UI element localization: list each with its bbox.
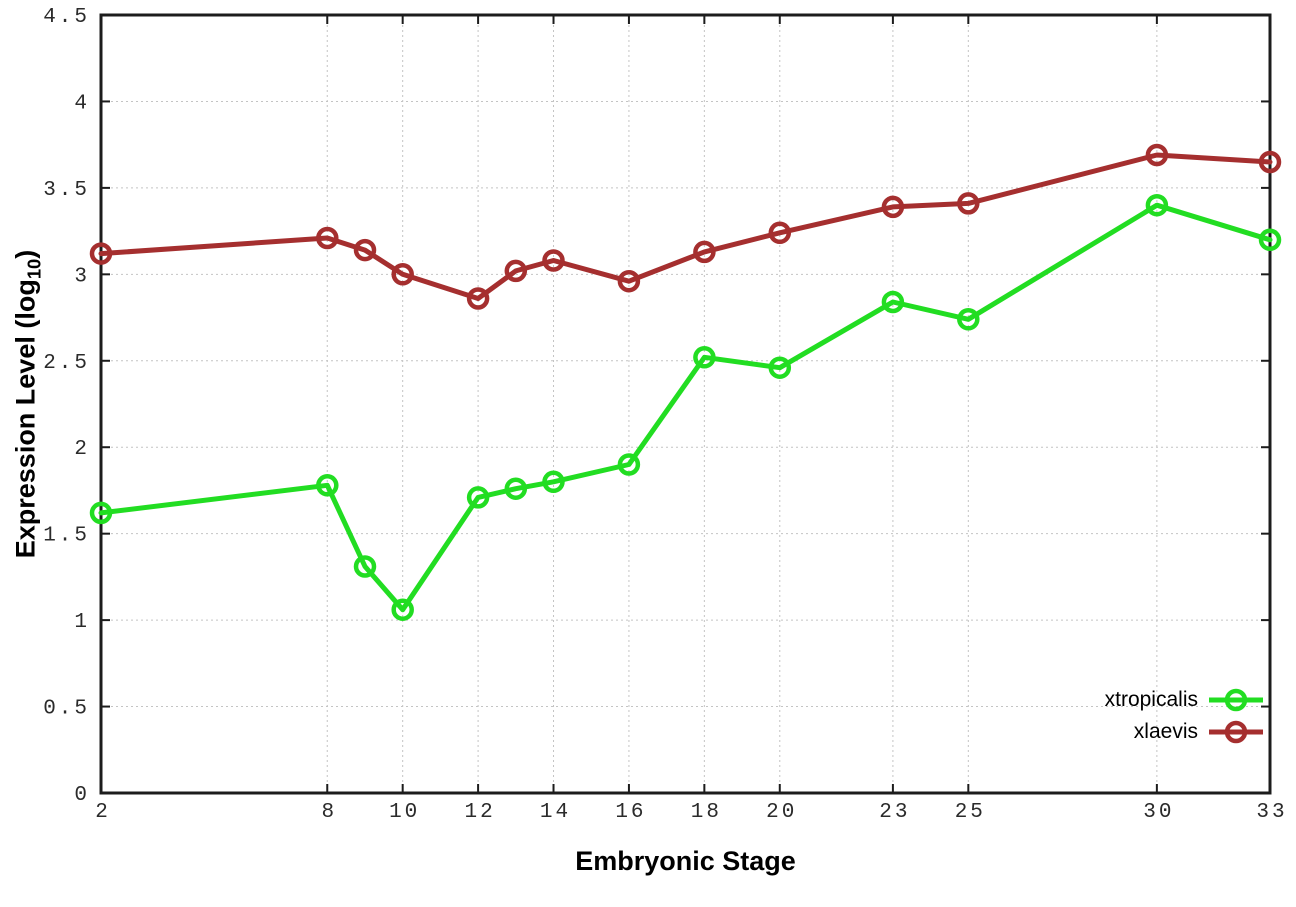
data-point-xtropicalis	[1145, 193, 1169, 217]
data-point-xtropicalis	[504, 477, 528, 500]
data-point-xtropicalis	[617, 453, 641, 476]
plot-border	[99, 13, 1272, 795]
data-point-xtropicalis	[957, 308, 980, 331]
xtropicalis-line-marker-icon	[1209, 688, 1263, 712]
legend-label-xtropicalis: xtropicalis	[1104, 688, 1198, 711]
data-point-xlaevis	[542, 249, 565, 272]
data-point-xlaevis	[768, 221, 792, 245]
y-axis-title-subscript: 10	[23, 258, 45, 280]
data-point-xlaevis	[617, 269, 641, 293]
data-point-xlaevis	[89, 242, 113, 265]
data-point-xtropicalis	[1258, 228, 1282, 252]
x-tick-label: 2	[95, 801, 111, 824]
data-point-xlaevis	[391, 263, 414, 286]
data-point-xlaevis	[353, 238, 377, 262]
data-point-xlaevis	[1258, 150, 1282, 174]
y-tick-label: 0.5	[43, 698, 90, 721]
data-point-xtropicalis	[89, 501, 113, 525]
legend-label-xlaevis: xlaevis	[1133, 720, 1198, 743]
x-axis-title: Embryonic Stage	[575, 846, 796, 876]
x-tick-label: 23	[879, 801, 910, 824]
x-tick-label: 10	[389, 801, 420, 824]
series-line-xlaevis	[98, 152, 1273, 301]
x-tick-label: 20	[766, 801, 797, 824]
data-point-xtropicalis	[542, 470, 565, 494]
x-tick-label: 18	[691, 801, 722, 824]
data-point-xlaevis	[504, 259, 528, 283]
data-point-xlaevis	[881, 195, 905, 219]
y-tick-label: 2	[74, 438, 90, 461]
x-tick-label: 14	[540, 801, 571, 824]
y-tick-label: 0	[74, 784, 90, 807]
data-point-xtropicalis	[316, 474, 339, 497]
legend-item-xtropicalis: xtropicalis	[1105, 684, 1265, 716]
data-point-xlaevis	[1145, 143, 1169, 167]
xlaevis-line-marker-icon	[1209, 720, 1263, 744]
legend-item-xlaevis: xlaevis	[1105, 716, 1265, 748]
y-tick-label: 1.5	[43, 525, 90, 548]
y-tick-label: 3.5	[43, 179, 90, 202]
data-point-xtropicalis	[466, 486, 490, 509]
y-axis-title: Expression Level (log10)	[10, 250, 45, 559]
legend: xtropicalis xlaevis	[1105, 684, 1265, 748]
data-point-xtropicalis	[353, 555, 377, 578]
series-line-xtropicalis	[98, 202, 1273, 613]
x-tick-label: 30	[1143, 801, 1174, 824]
data-point-xlaevis	[316, 226, 339, 250]
x-tick-label: 25	[955, 801, 986, 824]
data-point-xlaevis	[957, 192, 980, 215]
data-point-xlaevis	[693, 240, 716, 264]
y-tick-label: 2.5	[43, 352, 90, 375]
x-tick-label: 12	[464, 801, 495, 824]
y-axis-title-text: Expression Level (log	[10, 279, 41, 559]
x-tick-label: 16	[615, 801, 646, 824]
data-point-xtropicalis	[693, 346, 716, 369]
data-point-xtropicalis	[881, 290, 905, 314]
y-tick-label: 1	[74, 611, 90, 634]
y-axis-title-suffix: )	[10, 249, 41, 259]
y-tick-label: 4	[74, 92, 90, 115]
data-point-xlaevis	[466, 287, 490, 310]
data-point-xtropicalis	[391, 598, 414, 621]
x-tick-label: 8	[321, 801, 337, 824]
x-tick-label: 33	[1256, 801, 1287, 824]
y-tick-label: 4.5	[43, 6, 90, 29]
data-point-xtropicalis	[768, 356, 792, 379]
y-tick-label: 3	[74, 265, 90, 288]
